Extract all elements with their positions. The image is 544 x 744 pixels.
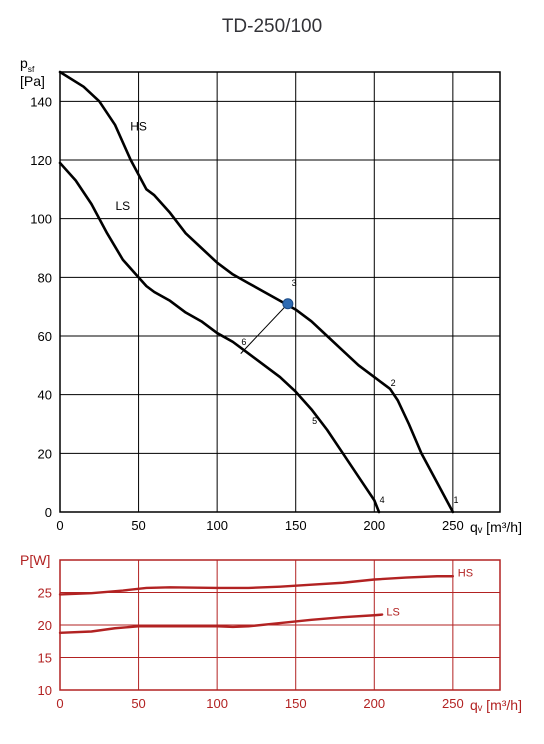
y-tick-label: 100 (30, 212, 52, 227)
x-tick-label: 100 (206, 696, 228, 711)
point-label-1: 1 (453, 495, 458, 505)
x-tick-label: 200 (363, 696, 385, 711)
y-tick-label: 15 (38, 651, 52, 666)
x-axis-label: qᵥ [m³/h] (470, 697, 522, 713)
point-label-5: 5 (312, 416, 317, 426)
y-axis-unit: [Pa] (20, 73, 45, 89)
power-chart: 0 50 100 150 200 250 10 15 20 25 qᵥ [m³/h] P[W] HS LS (20, 552, 522, 713)
point-label-6: 6 (241, 337, 246, 347)
x-tick-label: 250 (442, 696, 464, 711)
y-axis-label: psf (20, 55, 35, 74)
y-tick-label: 80 (38, 270, 52, 285)
y-tick-label: 0 (45, 505, 52, 520)
x-tick-label: 150 (285, 518, 307, 533)
marker-point (283, 299, 293, 309)
point-label-3: 3 (292, 278, 297, 288)
curve-label-hs: HS (130, 120, 147, 134)
x-tick-label: 0 (56, 696, 63, 711)
point-label-4: 4 (380, 495, 385, 505)
chart-canvas: 050100150200250020406080100120140qᵥ [m³/… (0, 0, 544, 744)
y-tick-label: 20 (38, 446, 52, 461)
pressure-chart: 0 50 100 150 200 250 0 20 40 60 80 100 120 140 qᵥ [m³/… (20, 55, 522, 535)
curve-label-hs: HS (458, 567, 473, 579)
y-tick-label: 140 (30, 94, 52, 109)
curve-label-ls: LS (116, 199, 131, 213)
y-tick-label: 60 (38, 329, 52, 344)
x-tick-label: 0 (56, 518, 63, 533)
x-tick-label: 200 (363, 518, 385, 533)
x-tick-label: 250 (442, 518, 464, 533)
y-tick-label: 10 (38, 683, 52, 698)
y-tick-label: 40 (38, 388, 52, 403)
y-tick-label: 120 (30, 153, 52, 168)
x-axis-label: qᵥ [m³/h] (470, 519, 522, 535)
chart-title: TD-250/100 (0, 16, 544, 38)
x-tick-label: 100 (206, 518, 228, 533)
x-tick-label: 50 (131, 696, 145, 711)
y-axis-label: P[W] (20, 552, 50, 568)
point-label-2: 2 (391, 378, 396, 388)
x-tick-label: 50 (131, 518, 145, 533)
x-tick-label: 150 (285, 696, 307, 711)
y-tick-label: 25 (38, 586, 52, 601)
y-tick-label: 20 (38, 618, 52, 633)
curve-label-ls: LS (386, 606, 399, 618)
